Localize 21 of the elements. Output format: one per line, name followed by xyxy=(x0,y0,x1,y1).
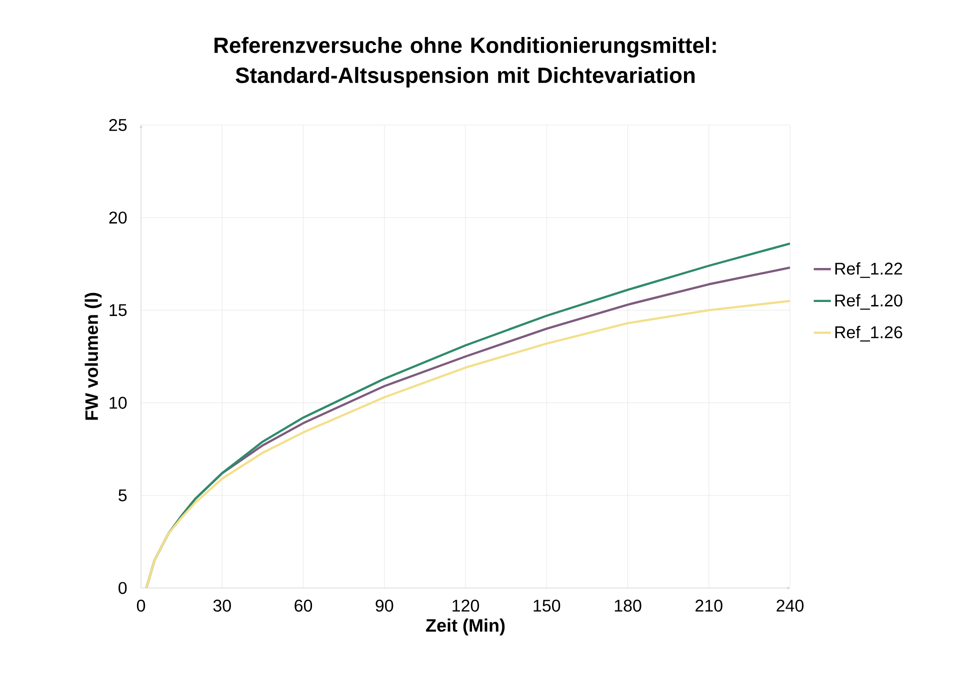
y-tick-label: 20 xyxy=(109,212,127,224)
legend-label: Ref_1.22 xyxy=(835,262,902,278)
y-tick-label: 5 xyxy=(118,489,127,502)
legend-label: Ref_1.26 xyxy=(835,326,902,342)
x-tick-label: 210 xyxy=(696,600,722,612)
x-tick-label: 60 xyxy=(294,600,312,612)
chart-title: Referenzversuche ohne Konditionierungsmittel: Standard-Altsuspension mit Dichtevariation xyxy=(214,36,716,88)
y-tick-label: 15 xyxy=(110,304,127,316)
y-axis-title: FW volumen (l) xyxy=(84,292,102,420)
x-tick-label: 240 xyxy=(776,600,804,612)
x-axis-title: Zeit (Min) xyxy=(426,618,505,636)
x-tick-label: 0 xyxy=(136,600,146,612)
x-tick-label: 90 xyxy=(376,600,394,612)
legend-label: Ref_1.20 xyxy=(835,294,902,310)
x-tick-label: 30 xyxy=(213,600,231,612)
y-tick-label: 10 xyxy=(110,396,127,409)
y-tick-label: 0 xyxy=(118,582,127,594)
x-tick-label: 150 xyxy=(534,600,560,612)
x-tick-label: 180 xyxy=(614,600,642,612)
x-tick-label: 120 xyxy=(452,600,480,612)
y-tick-label: 25 xyxy=(109,118,127,132)
